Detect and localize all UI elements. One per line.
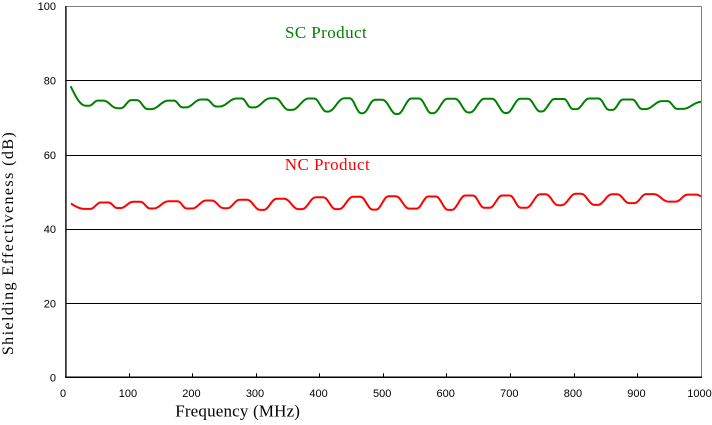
svg-text:600: 600 xyxy=(437,388,455,400)
svg-text:40: 40 xyxy=(44,224,56,236)
svg-text:100: 100 xyxy=(38,1,56,13)
svg-text:500: 500 xyxy=(373,388,391,400)
svg-text:0: 0 xyxy=(50,372,56,384)
svg-text:60: 60 xyxy=(44,150,56,162)
svg-text:800: 800 xyxy=(564,388,582,400)
svg-text:20: 20 xyxy=(44,298,56,310)
svg-text:Frequency (MHz): Frequency (MHz) xyxy=(175,402,300,421)
svg-text:700: 700 xyxy=(500,388,518,400)
svg-text:100: 100 xyxy=(119,388,137,400)
svg-text:Shielding Effectiveness (dB): Shielding Effectiveness (dB) xyxy=(0,131,17,355)
svg-text:0: 0 xyxy=(60,388,66,400)
svg-text:200: 200 xyxy=(182,388,200,400)
svg-text:NC Product: NC Product xyxy=(285,155,371,174)
svg-text:1000: 1000 xyxy=(687,388,711,400)
svg-text:80: 80 xyxy=(44,76,56,88)
svg-text:900: 900 xyxy=(627,388,645,400)
svg-text:300: 300 xyxy=(246,388,264,400)
svg-text:SC Product: SC Product xyxy=(285,23,367,42)
svg-text:400: 400 xyxy=(309,388,327,400)
